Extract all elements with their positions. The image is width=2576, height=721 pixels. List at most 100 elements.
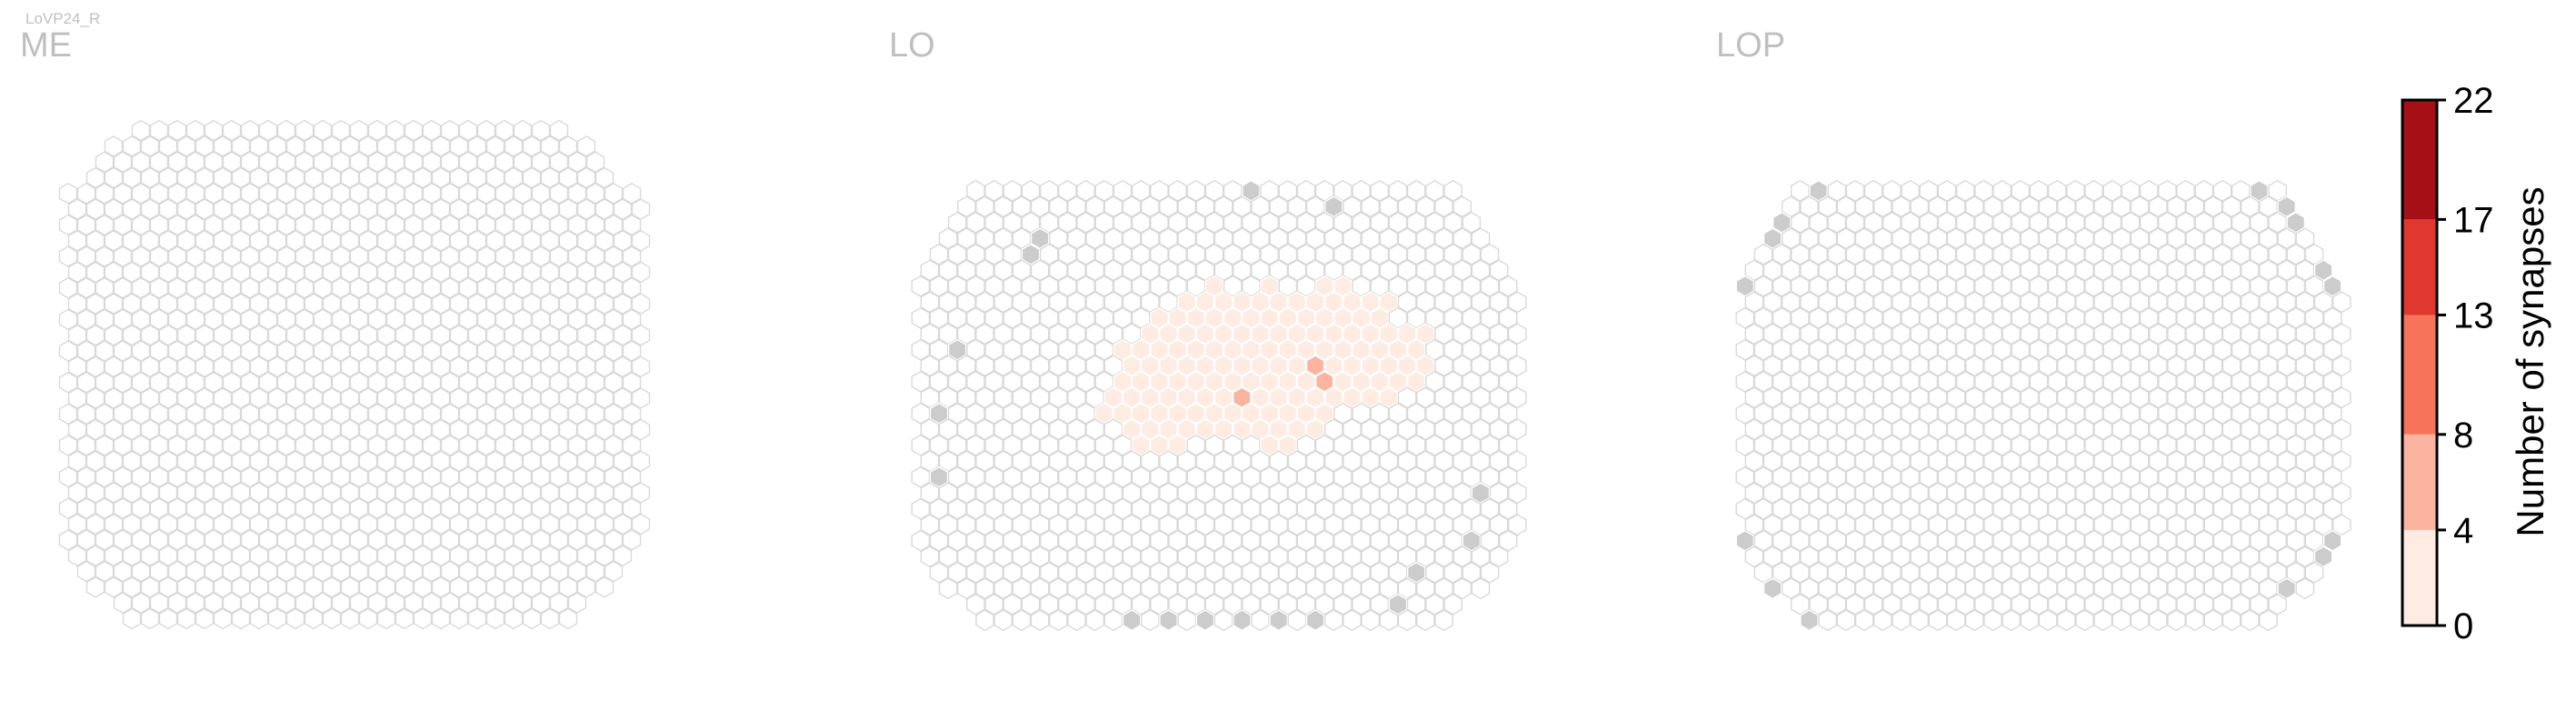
hex-column <box>1397 227 1417 250</box>
hex-column <box>1818 259 1838 282</box>
hex-column <box>2056 450 2076 473</box>
hex-column <box>993 418 1013 441</box>
hex-column <box>2286 434 2306 456</box>
hex-column <box>1863 529 1883 552</box>
hex-column <box>585 245 605 267</box>
hex-column <box>975 482 994 505</box>
hex-column <box>267 387 287 409</box>
hex-column <box>1753 243 1773 265</box>
hex-column <box>104 418 124 441</box>
hex-column <box>1772 561 1792 584</box>
hex-column <box>1122 323 1142 345</box>
hex-column <box>376 387 396 409</box>
hex-column-empty <box>1735 275 1755 297</box>
hex-column <box>167 119 187 142</box>
hex-column <box>1919 179 1939 202</box>
hex-column <box>504 450 524 473</box>
hex-column <box>2047 561 2067 584</box>
hex-column <box>1781 482 1801 505</box>
hex-column <box>594 166 614 189</box>
hex-column <box>1753 306 1773 329</box>
hex-column-synapses <box>1296 338 1316 361</box>
hex-column-synapses <box>1186 338 1206 361</box>
hex-column <box>1507 450 1527 473</box>
hex-column <box>2185 291 2205 314</box>
hex-column <box>2002 546 2022 568</box>
hex-column <box>2250 402 2269 425</box>
hex-column <box>231 450 251 473</box>
hex-column <box>2313 355 2333 377</box>
hex-column <box>2020 577 2040 600</box>
hex-column <box>1213 259 1233 282</box>
hex-column <box>1076 179 1095 202</box>
hex-column <box>1735 338 1755 361</box>
panel-lop: LOP <box>1716 26 2351 632</box>
hex-column <box>1232 195 1252 218</box>
hex-column <box>467 261 487 284</box>
hex-column <box>1388 529 1408 552</box>
hex-column <box>1910 450 1930 473</box>
hex-column <box>975 577 994 600</box>
hex-column <box>340 293 360 315</box>
hex-column <box>2240 227 2260 250</box>
hex-column <box>2093 546 2113 568</box>
hex-column <box>1003 243 1023 265</box>
hex-column <box>594 482 614 504</box>
hex-column <box>1003 370 1023 393</box>
hex-column <box>1406 211 1426 234</box>
hex-column <box>522 324 542 346</box>
hex-column <box>1305 546 1325 568</box>
hex-column <box>413 229 433 252</box>
hex-column <box>295 529 315 551</box>
hex-column <box>2020 450 2040 473</box>
hex-column <box>458 466 478 488</box>
hex-column <box>1919 402 1939 425</box>
hex-column <box>494 560 514 583</box>
hex-column <box>567 214 587 236</box>
hex-column <box>567 466 587 488</box>
hex-column <box>76 466 96 488</box>
hex-column <box>585 529 605 551</box>
hex-column <box>1388 179 1408 202</box>
hex-column <box>2066 243 2085 265</box>
hex-column <box>195 576 215 598</box>
hex-column <box>58 245 78 267</box>
hex-column <box>204 371 224 394</box>
hex-column <box>947 370 967 393</box>
hex-column <box>1937 370 1957 393</box>
hex-column <box>2121 466 2141 488</box>
hex-column <box>467 607 487 630</box>
hex-column <box>558 576 578 598</box>
hex-column <box>1039 179 1059 202</box>
hex-column <box>993 450 1013 473</box>
hex-column <box>1012 577 1032 600</box>
hex-column <box>1964 259 1984 282</box>
hex-column <box>122 576 142 598</box>
hex-column <box>1882 243 1902 265</box>
hex-column <box>431 135 451 157</box>
hex-column <box>1343 450 1362 473</box>
hex-column <box>2212 306 2232 329</box>
hex-column-empty <box>1159 609 1178 632</box>
hex-column <box>122 418 142 441</box>
hex-column <box>1287 450 1307 473</box>
hex-column-synapses <box>1168 402 1187 425</box>
hex-column <box>1946 450 1966 473</box>
hex-column <box>2130 609 2150 632</box>
hex-column <box>1021 338 1041 361</box>
hex-column <box>1260 529 1279 552</box>
hex-column <box>2047 497 2067 520</box>
hex-column <box>2047 370 2067 393</box>
hex-column <box>2194 434 2214 456</box>
hex-column <box>1333 434 1353 456</box>
hex-column <box>2194 593 2214 616</box>
hex-column <box>993 386 1013 409</box>
hex-column <box>2304 338 2324 361</box>
hex-column <box>1150 497 1169 520</box>
hex-column-synapses <box>1186 306 1206 329</box>
hex-column <box>1204 561 1224 584</box>
hex-column <box>1030 259 1050 282</box>
hex-column <box>1103 323 1123 345</box>
hex-column <box>67 482 87 504</box>
hex-column <box>67 387 87 409</box>
